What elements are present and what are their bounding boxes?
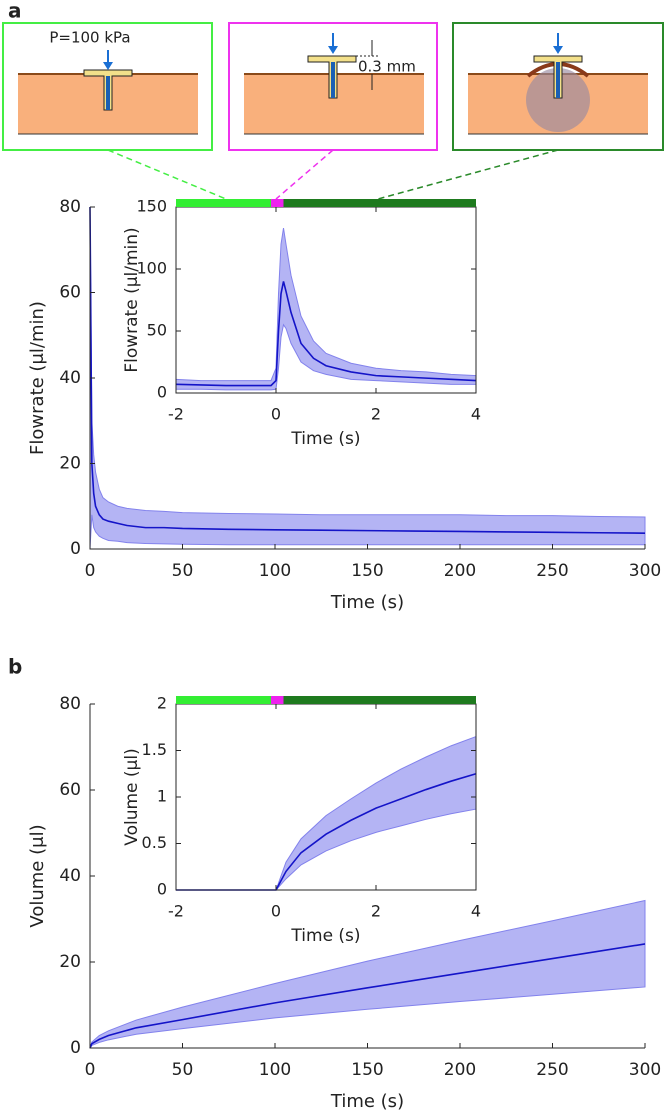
x-tick-label: 4 (471, 405, 481, 424)
x-tick-label: 0 (271, 902, 281, 921)
x-tick-label: 2 (371, 902, 381, 921)
phase-segment (176, 199, 271, 207)
phase-segment (283, 199, 476, 207)
y-tick-label: 60 (59, 283, 81, 303)
x-axis-label: Time (s) (330, 592, 404, 613)
x-tick-label: 0 (271, 405, 281, 424)
phase-connector (107, 149, 559, 200)
mean-line (89, 206, 646, 534)
x-tick-label: 150 (351, 561, 383, 581)
x-tick-label: 100 (259, 1060, 291, 1080)
pressure-label: P=100 kPa (49, 29, 130, 47)
y-tick-label: 80 (59, 197, 81, 217)
phase-segment (283, 696, 476, 704)
y-axis-label: Volume (μl) (27, 824, 48, 927)
x-tick-label: 0 (85, 561, 96, 581)
y-axis-label: Flowrate (μl/min) (27, 301, 48, 455)
y-tick-label: 20 (59, 952, 81, 972)
panel-label: b (8, 655, 22, 679)
phase-segment (271, 696, 284, 704)
x-tick-label: 250 (536, 1060, 568, 1080)
x-tick-label: -2 (168, 405, 184, 424)
phase-segment (271, 199, 284, 207)
y-tick-label: 0.5 (142, 833, 167, 852)
y-tick-label: 1.5 (142, 740, 167, 759)
y-tick-label: 2 (157, 694, 167, 713)
x-tick-label: 50 (172, 561, 194, 581)
gap-marker (356, 40, 380, 90)
x-tick-label: 300 (629, 1060, 661, 1080)
x-tick-label: 300 (629, 561, 661, 581)
tissue (18, 62, 648, 135)
x-tick-label: 4 (471, 902, 481, 921)
y-tick-label: 0 (157, 880, 167, 899)
x-tick-label: -2 (168, 902, 184, 921)
schematic: P=100 kPa 0.3 mm (2, 22, 664, 200)
y-tick-label: 80 (59, 694, 81, 714)
y-tick-label: 40 (59, 866, 81, 886)
y-tick-label: 50 (147, 321, 167, 340)
phase-segment (176, 696, 271, 704)
x-tick-label: 100 (259, 561, 291, 581)
x-tick-label: 250 (536, 561, 568, 581)
y-tick-label: 150 (136, 197, 167, 216)
mean-line (175, 281, 477, 387)
x-axis-label: Time (s) (290, 429, 360, 449)
y-tick-label: 100 (136, 259, 167, 278)
y-tick-label: 0 (157, 383, 167, 402)
x-tick-label: 200 (444, 561, 476, 581)
x-axis-label: Time (s) (330, 1091, 404, 1112)
x-tick-label: 0 (85, 1060, 96, 1080)
y-tick-label: 40 (59, 368, 81, 388)
y-tick-label: 20 (59, 454, 81, 474)
panel-label: a (8, 0, 22, 23)
y-tick-label: 0 (70, 539, 81, 559)
y-axis-label: Flowrate (μl/min) (122, 227, 142, 372)
x-tick-label: 2 (371, 405, 381, 424)
mean-line (89, 943, 646, 1049)
x-tick-label: 50 (172, 1060, 194, 1080)
x-tick-label: 200 (444, 1060, 476, 1080)
x-axis-label: Time (s) (290, 926, 360, 946)
y-tick-label: 0 (70, 1038, 81, 1058)
needle (83, 55, 583, 111)
y-tick-label: 1 (157, 787, 167, 806)
y-axis-label: Volume (μl) (122, 748, 142, 845)
spread-band (89, 899, 646, 1049)
pressure-arrow (103, 33, 563, 70)
y-tick-label: 60 (59, 780, 81, 800)
gap-label: 0.3 mm (358, 58, 416, 76)
x-tick-label: 150 (351, 1060, 383, 1080)
